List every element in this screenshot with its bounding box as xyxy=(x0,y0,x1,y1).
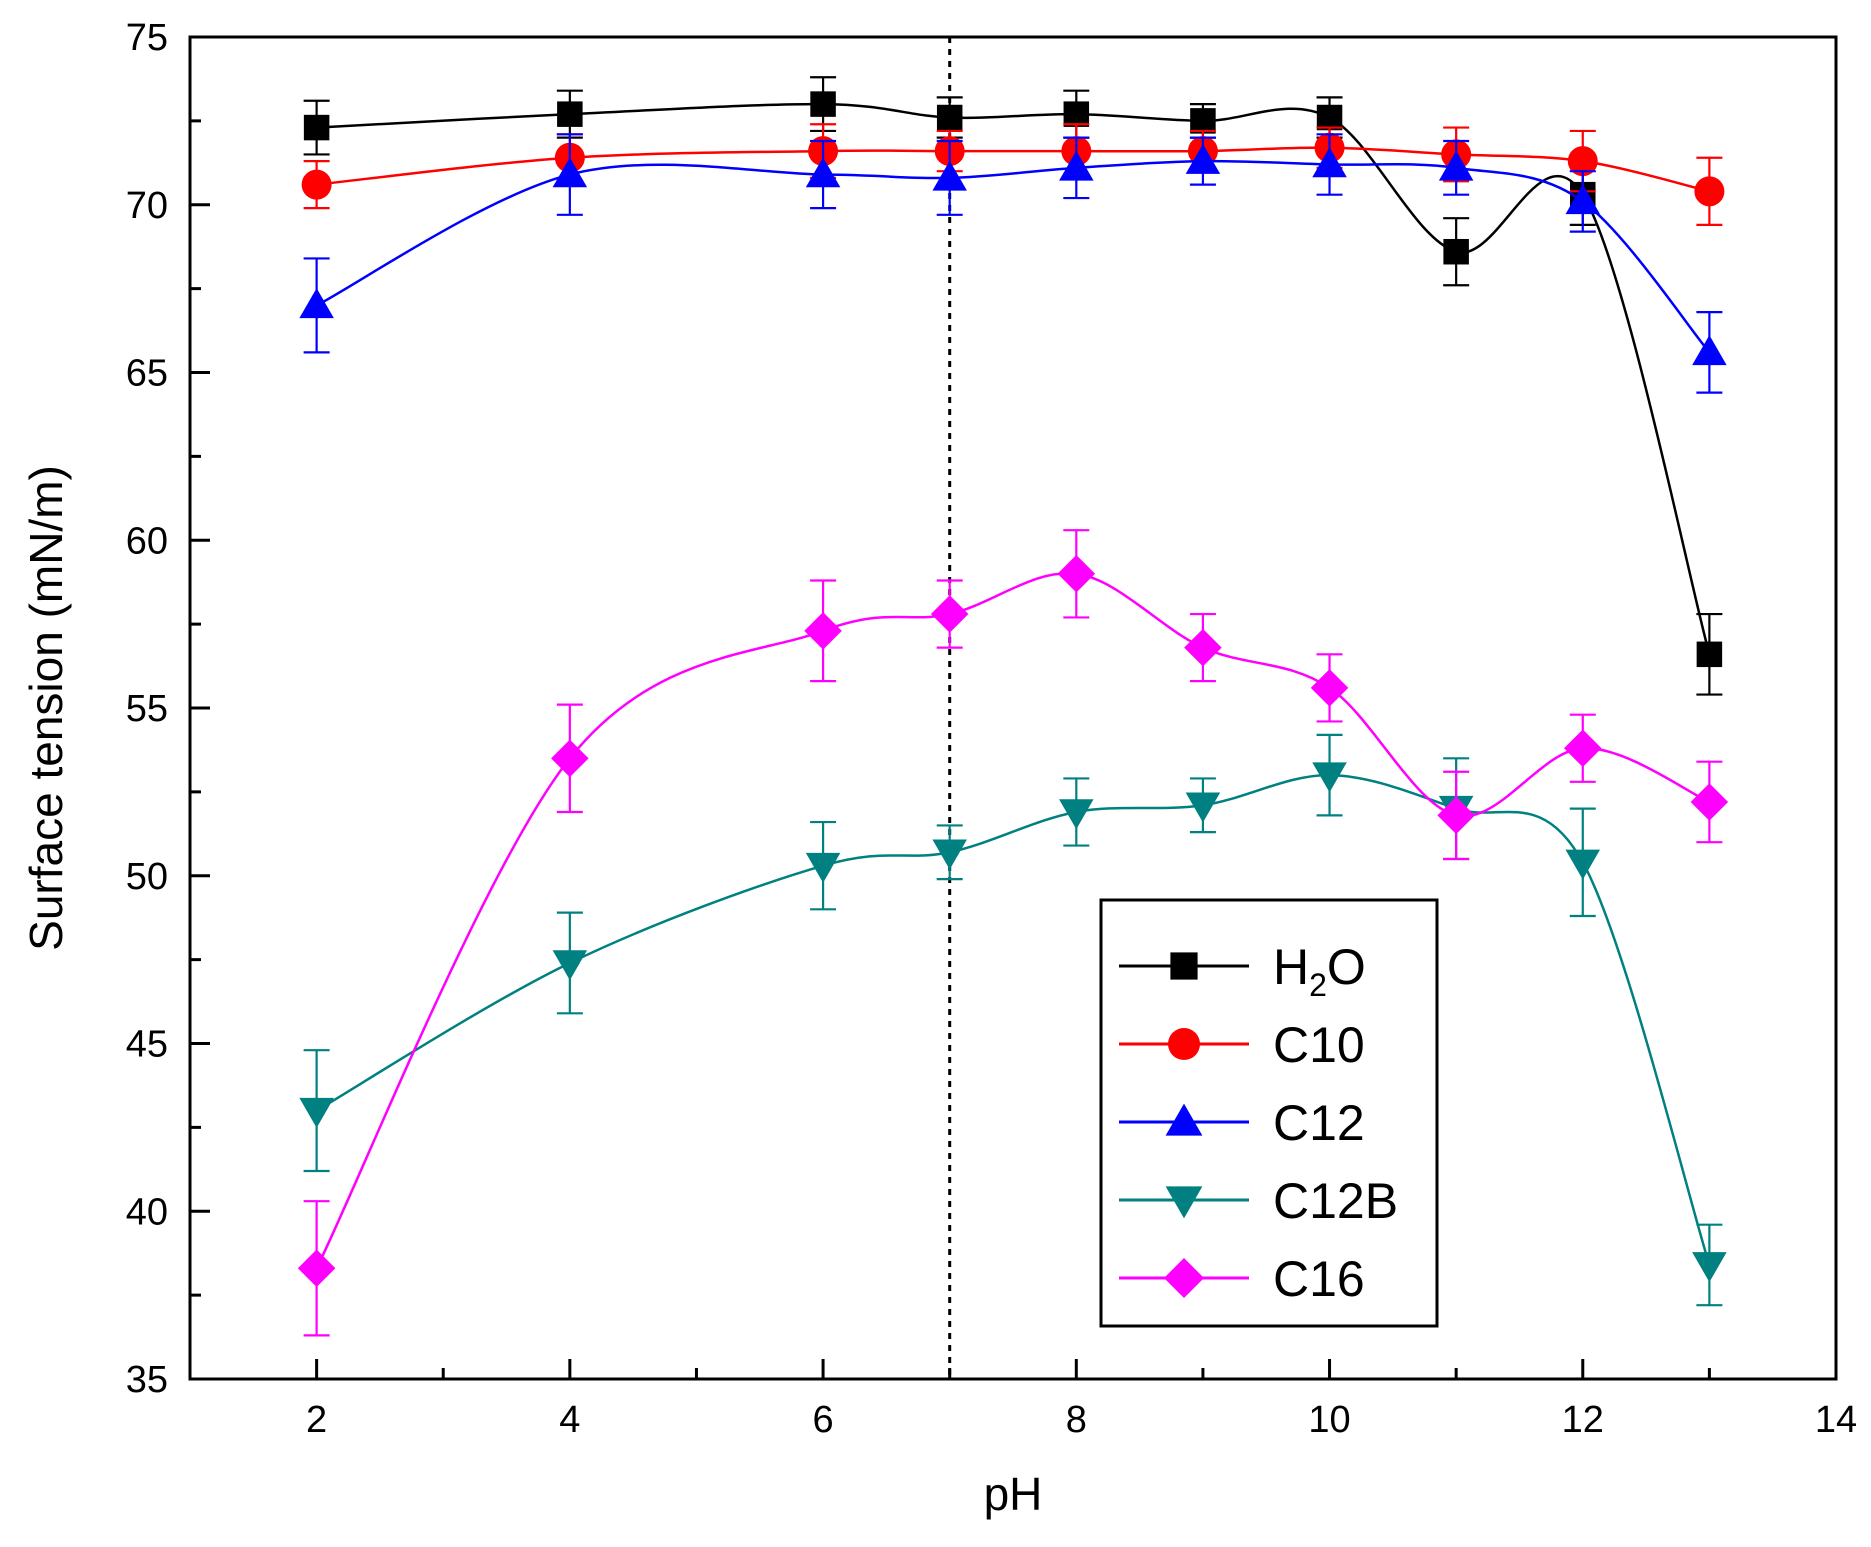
legend-marker xyxy=(1164,1258,1204,1298)
data-point xyxy=(301,169,332,200)
legend-marker xyxy=(1165,1186,1203,1219)
series-layer xyxy=(297,76,1729,1337)
x-tick-label: 14 xyxy=(1815,1399,1857,1441)
legend-item-h2o: H2O xyxy=(1119,939,1366,1003)
data-point xyxy=(551,739,589,778)
legend-label-main: C12 xyxy=(1273,1095,1365,1151)
axes-layer: 2 4 6 8 10 12 14 35 40 45 50 55 60 65 70 75 xyxy=(126,17,1857,1441)
legend-label-main: H xyxy=(1273,939,1309,995)
legend-label: H2O xyxy=(1273,939,1366,1003)
data-point xyxy=(1190,108,1216,134)
y-tick-label: 55 xyxy=(126,688,168,730)
data-point xyxy=(932,839,967,870)
data-point xyxy=(1063,101,1090,127)
data-point xyxy=(1184,628,1222,667)
legend-label: C12 xyxy=(1273,1095,1365,1151)
data-point xyxy=(1057,555,1096,593)
data-point xyxy=(805,852,841,883)
data-point xyxy=(552,157,588,188)
legend-label: C10 xyxy=(1273,1017,1365,1073)
legend: H2O C10 C12 C12B C16 xyxy=(1099,898,1439,1328)
data-point xyxy=(1692,335,1727,366)
y-tick-label: 35 xyxy=(126,1359,168,1401)
legend-label-main: C16 xyxy=(1273,1251,1365,1307)
data-point xyxy=(936,104,963,131)
series-line xyxy=(316,102,1711,655)
data-point xyxy=(930,595,969,633)
legend-item-c12: C12 xyxy=(1119,1095,1365,1151)
series-line xyxy=(316,159,1711,354)
data-point xyxy=(552,950,588,981)
data-point xyxy=(1059,150,1094,181)
x-tick-label: 6 xyxy=(813,1399,834,1441)
series-line xyxy=(315,571,1710,1269)
legend-marker xyxy=(1165,1103,1203,1136)
data-point xyxy=(1438,150,1474,181)
data-point xyxy=(810,91,836,117)
legend-label-tail: O xyxy=(1327,939,1366,995)
x-tick-label: 4 xyxy=(559,1399,580,1441)
legend-box xyxy=(1099,898,1439,1328)
data-point xyxy=(1565,849,1601,880)
data-point xyxy=(805,157,841,188)
x-tick-label: 12 xyxy=(1562,1399,1604,1441)
data-point xyxy=(303,114,330,141)
data-point xyxy=(1690,783,1729,821)
data-point xyxy=(1312,762,1347,793)
data-point xyxy=(1316,104,1343,131)
legend-label: C16 xyxy=(1273,1251,1365,1307)
data-point xyxy=(932,160,967,191)
data-point xyxy=(1437,796,1475,835)
y-tick-label: 50 xyxy=(126,856,168,898)
legend-label-subscript: 2 xyxy=(1309,967,1327,1003)
y-tick-label: 60 xyxy=(126,520,168,562)
series-c12 xyxy=(299,133,1727,394)
x-axis-label: pH xyxy=(984,1468,1043,1520)
data-point xyxy=(1567,146,1598,177)
y-tick-label: 45 xyxy=(126,1024,168,1066)
legend-item-c10: C10 xyxy=(1119,1017,1365,1073)
legend-item-c12b: C12B xyxy=(1119,1173,1398,1229)
y-tick-label: 65 xyxy=(126,353,168,395)
data-point xyxy=(1312,147,1347,178)
data-point xyxy=(1059,799,1094,830)
series-c16 xyxy=(297,529,1729,1337)
legend-marker xyxy=(1170,952,1198,980)
series-line xyxy=(315,773,1711,1266)
legend-label-main: C12B xyxy=(1273,1173,1398,1229)
y-tick-label: 75 xyxy=(126,17,168,59)
legend-label-main: C10 xyxy=(1273,1017,1365,1073)
plot-frame xyxy=(188,35,1838,1381)
data-point xyxy=(1696,641,1723,668)
data-point xyxy=(299,288,334,319)
data-point xyxy=(1565,184,1601,215)
data-point xyxy=(1310,669,1349,707)
data-point xyxy=(297,1249,336,1288)
data-point xyxy=(1692,1252,1727,1283)
x-tick-label: 2 xyxy=(306,1399,327,1441)
data-point xyxy=(1564,729,1602,768)
data-point xyxy=(1185,143,1221,174)
data-point xyxy=(804,612,842,650)
data-point xyxy=(299,1097,334,1128)
data-point xyxy=(1185,792,1221,823)
x-tick-label: 8 xyxy=(1066,1399,1087,1441)
y-tick-label: 70 xyxy=(126,185,168,227)
data-point xyxy=(557,101,583,127)
x-tick-label: 10 xyxy=(1308,1399,1350,1441)
series-h2o xyxy=(303,76,1723,696)
y-axis-label: Surface tension (mN/m) xyxy=(20,465,72,951)
data-point xyxy=(1443,238,1469,265)
series-line xyxy=(316,146,1710,193)
legend-marker xyxy=(1168,1028,1200,1060)
legend-item-c16: C16 xyxy=(1119,1251,1365,1307)
data-point xyxy=(1694,176,1725,207)
legend-label: C12B xyxy=(1273,1173,1398,1229)
series-c12b xyxy=(299,733,1727,1307)
y-tick-label: 40 xyxy=(126,1191,168,1233)
